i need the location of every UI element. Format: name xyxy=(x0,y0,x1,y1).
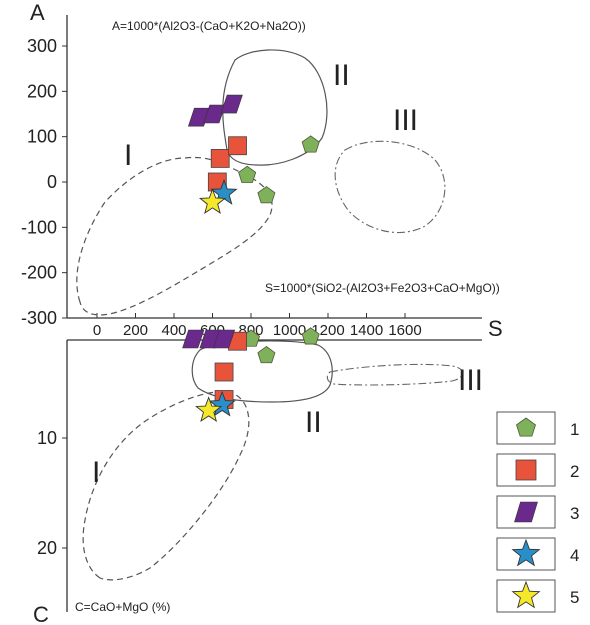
top-field-III xyxy=(334,140,446,234)
top-point-series-3 xyxy=(220,94,243,114)
bottom-point-series-3 xyxy=(212,329,236,349)
top-point-series-1 xyxy=(301,135,320,153)
top-x-tick-label: 200 xyxy=(123,322,148,339)
bottom-field-label-II: II xyxy=(305,406,322,439)
bottom-y-axis-letter: C xyxy=(33,602,49,625)
top-y-ticks: 300 200 100 0 -100 -200 -300 xyxy=(21,36,67,328)
bottom-y-tick-label: 20 xyxy=(37,538,57,558)
top-field-II xyxy=(222,49,328,166)
bottom-y-ticks: 10 20 xyxy=(37,428,67,558)
top-y-tick-label: -300 xyxy=(21,308,57,328)
bottom-point-series-1 xyxy=(301,327,320,345)
legend-marker-5 xyxy=(511,580,541,609)
top-y-tick-label: 200 xyxy=(27,81,57,101)
bottom-y-tick-label: 10 xyxy=(37,428,57,448)
top-panel-marks xyxy=(187,94,320,214)
bottom-field-I xyxy=(82,391,250,581)
legend-marker-4 xyxy=(511,538,541,567)
legend: 1 2 3 4 5 xyxy=(496,411,579,613)
bottom-panel-marks xyxy=(182,327,320,423)
top-y-tick-label: 0 xyxy=(47,172,57,192)
top-y-tick-label: -200 xyxy=(21,263,57,283)
top-x-tick-label: 1400 xyxy=(350,322,383,339)
legend-marker-1 xyxy=(516,417,536,437)
top-point-series-2 xyxy=(228,136,247,156)
bottom-point-series-1 xyxy=(257,346,276,364)
top-y-tick-label: -100 xyxy=(21,217,57,237)
bottom-point-series-4 xyxy=(208,390,236,417)
top-x-tick-label: 0 xyxy=(93,322,101,339)
bottom-field-III xyxy=(326,363,464,386)
legend-label: 3 xyxy=(570,504,579,523)
bottom-field-label-I: I xyxy=(92,456,100,489)
top-y-tick-label: 300 xyxy=(27,36,57,56)
bottom-point-series-2 xyxy=(214,362,234,382)
legend-label: 2 xyxy=(570,462,579,481)
top-x-tick-label: 1600 xyxy=(388,322,421,339)
top-point-series-1 xyxy=(257,186,276,204)
bottom-field-II xyxy=(191,340,333,403)
top-point-series-5 xyxy=(198,188,227,214)
top-field-label-II: II xyxy=(333,59,350,92)
top-x-tick-label: 1000 xyxy=(273,322,306,339)
bottom-point-series-5 xyxy=(195,396,223,423)
top-y-formula: A=1000*(Al2O3-(CaO+K2O+Na2O)) xyxy=(112,19,306,33)
bottom-point-series-3 xyxy=(182,329,205,349)
top-y-axis-letter: A xyxy=(30,0,45,25)
legend-marker-3 xyxy=(514,501,538,523)
legend-label: 4 xyxy=(570,546,579,565)
top-point-series-1 xyxy=(238,165,257,183)
top-x-tick-label: 1200 xyxy=(311,322,344,339)
top-field-label-III: III xyxy=(393,104,418,137)
top-x-tick-label: 400 xyxy=(161,322,186,339)
top-x-formula: S=1000*(SiO2-(Al2O3+Fe2O3+CaO+MgO)) xyxy=(265,281,500,295)
bottom-y-formula: C=CaO+MgO (%) xyxy=(75,600,170,614)
top-field-label-I: I xyxy=(124,139,132,172)
top-point-series-2 xyxy=(210,149,230,168)
top-x-ticks: 02004006008001000120014001600 xyxy=(93,313,422,339)
legend-label: 5 xyxy=(570,588,579,607)
top-point-series-3 xyxy=(203,104,226,124)
bottom-field-label-III: III xyxy=(458,364,483,397)
top-y-tick-label: 100 xyxy=(27,127,57,147)
legend-marker-2 xyxy=(515,459,537,481)
top-x-axis-letter: S xyxy=(488,316,503,341)
legend-label: 1 xyxy=(570,420,579,439)
